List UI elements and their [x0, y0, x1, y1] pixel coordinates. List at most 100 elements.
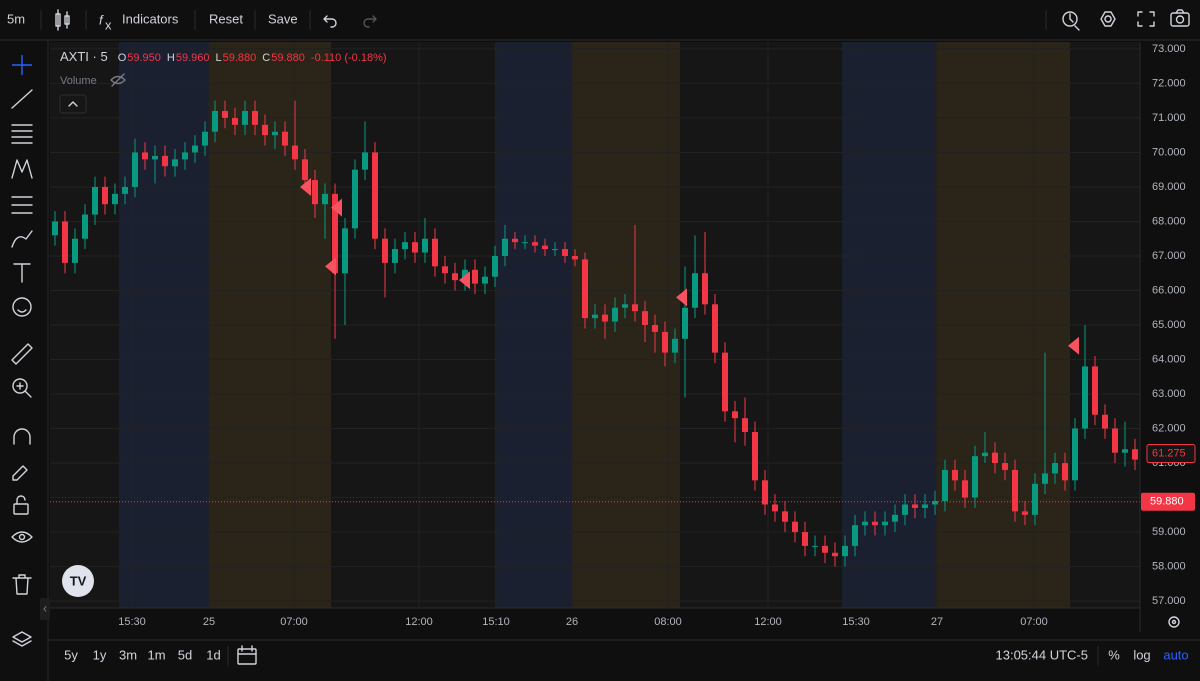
range-button[interactable]: 1y [93, 647, 107, 662]
crosshair-tool[interactable] [12, 55, 32, 75]
trend-line-tool[interactable] [11, 89, 33, 109]
undo-icon[interactable] [323, 15, 337, 28]
volume-label: Volume [60, 75, 97, 87]
emoji-tool[interactable] [12, 297, 32, 317]
drawing-tools [11, 55, 33, 647]
candle-body [832, 552, 838, 557]
replay-icon[interactable] [1062, 11, 1080, 31]
y-tick-label: 71.000 [1152, 112, 1186, 124]
x-tick-label: 15:10 [482, 616, 510, 628]
signal-marker [676, 288, 687, 307]
y-tick-label: 70.000 [1152, 146, 1186, 158]
layers-tool[interactable] [12, 631, 32, 647]
collapse-icon [68, 101, 78, 107]
screenshot-icon[interactable] [1170, 9, 1190, 27]
indicators-button[interactable]: Indicators [122, 11, 179, 26]
fullscreen-icon[interactable] [1137, 11, 1155, 27]
ohlc-value: 59.950 [127, 52, 161, 64]
brush-tool[interactable] [11, 230, 33, 248]
price-tag [1141, 492, 1195, 511]
y-tick-label: 65.000 [1152, 319, 1186, 331]
delete-tool[interactable] [12, 574, 32, 595]
forecast-tool[interactable] [11, 196, 33, 214]
percent-button[interactable]: % [1108, 647, 1120, 662]
candle-body [242, 111, 248, 125]
text-tool[interactable] [13, 263, 31, 283]
candle-body [422, 238, 428, 253]
log-button[interactable]: log [1133, 647, 1150, 662]
candle-body [602, 314, 608, 322]
fx-icon: x [105, 17, 112, 32]
collapse-button[interactable] [59, 94, 87, 114]
candle-body [842, 545, 848, 557]
price-tag-label: 59.880 [1150, 496, 1184, 508]
ruler-tool[interactable] [11, 343, 33, 365]
pattern-tool[interactable] [11, 159, 33, 179]
redo-icon[interactable] [363, 15, 377, 28]
x-tick-label: 25 [203, 616, 215, 628]
candle-body [462, 269, 468, 281]
candle-body [1102, 414, 1108, 429]
candle-body [892, 514, 898, 522]
candle-body [822, 545, 828, 553]
candle-body [52, 221, 58, 236]
legend: AXTI · 5 O59.950 H59.960 L59.880 C59.880 -0.1… [60, 49, 387, 64]
candle-body [512, 238, 518, 243]
x-tick-label: 07:00 [280, 616, 308, 628]
candle-body [562, 249, 568, 256]
interval-button[interactable]: 5m [7, 11, 25, 26]
visibility-tool[interactable] [11, 531, 33, 543]
collapse-tab[interactable] [40, 598, 50, 620]
range-button[interactable]: 5d [178, 647, 192, 662]
candle-body [502, 238, 508, 256]
candle-body [132, 152, 138, 187]
range-button[interactable]: 1d [206, 647, 220, 662]
candle-body [292, 145, 298, 160]
last-price-tag [1146, 444, 1196, 464]
candle-body [222, 111, 228, 118]
range-button[interactable]: 3m [119, 647, 137, 662]
plot [50, 100, 1140, 567]
axis-settings-icon[interactable] [1168, 616, 1180, 628]
magnet-tool[interactable] [13, 428, 31, 445]
candle-body [902, 504, 908, 515]
candle-body [452, 273, 458, 281]
candle-body [622, 304, 628, 308]
y-tick-label: 59.000 [1152, 526, 1186, 538]
lock-tool[interactable] [13, 495, 29, 515]
x-tick-label: 07:00 [1020, 616, 1048, 628]
zoom-tool[interactable] [12, 378, 32, 398]
candle-body [272, 131, 278, 136]
candle-body [1072, 428, 1078, 481]
chart-type-icon[interactable] [55, 9, 70, 31]
fib-tool[interactable] [11, 124, 33, 144]
date-range-icon[interactable] [237, 645, 257, 665]
candle-body [552, 249, 558, 251]
candle-body [572, 255, 578, 260]
x-tick-label: 27 [931, 616, 943, 628]
ohlc-key: H [167, 52, 175, 64]
candle-body [152, 155, 158, 160]
candle-body [342, 228, 348, 274]
candle-body [522, 242, 528, 244]
candle-body [372, 152, 378, 239]
candle-body [282, 131, 288, 146]
candle-body [802, 532, 808, 546]
candle-body [302, 159, 308, 181]
candle-body [262, 124, 268, 136]
reset-button[interactable]: Reset [209, 11, 243, 26]
save-button[interactable]: Save [268, 11, 298, 26]
candle-body [852, 525, 858, 546]
candle-body [232, 117, 238, 125]
settings-icon[interactable] [1100, 11, 1116, 27]
range-button[interactable]: 5y [64, 647, 78, 662]
y-tick-label: 62.000 [1152, 422, 1186, 434]
candle-body [792, 521, 798, 533]
y-tick-label: 73.000 [1152, 43, 1186, 55]
hide-icon[interactable] [110, 73, 126, 87]
range-button[interactable]: 1m [147, 647, 165, 662]
ohlc-key: C [262, 52, 270, 64]
auto-button[interactable]: auto [1163, 647, 1188, 662]
lock-draw-tool[interactable] [12, 465, 28, 481]
y-tick-label: 72.000 [1152, 77, 1186, 89]
